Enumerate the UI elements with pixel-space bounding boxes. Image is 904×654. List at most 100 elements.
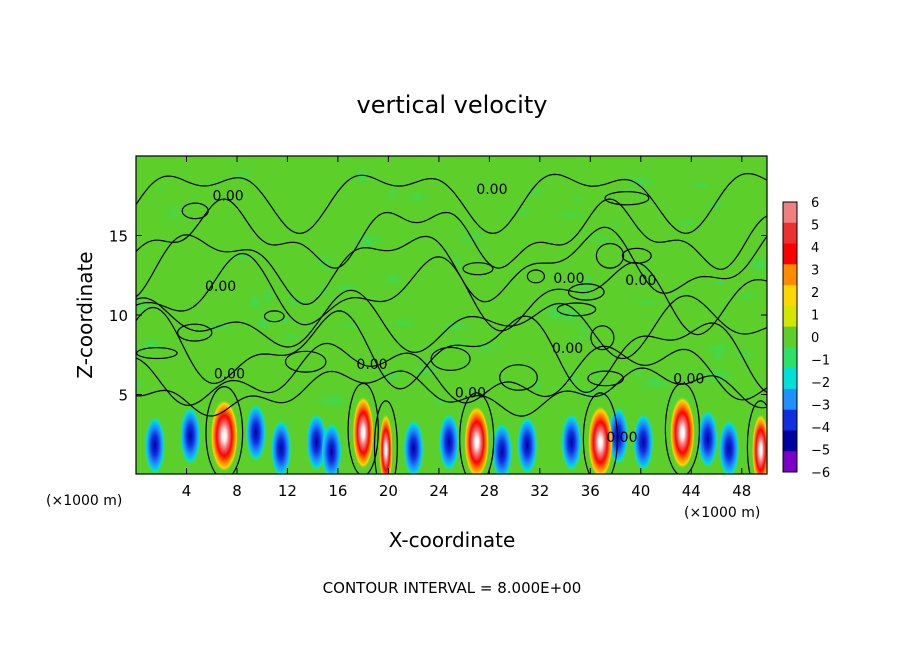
field-texture — [464, 338, 511, 357]
downdraft-blob — [633, 413, 654, 471]
colorbar-label: −6 — [811, 466, 830, 481]
y-tick-label: 15 — [109, 228, 128, 246]
field-texture — [668, 214, 707, 233]
updraft-cell — [379, 413, 393, 474]
colorbar-label: 2 — [811, 286, 819, 301]
contour-label: 0.00 — [625, 273, 656, 289]
downdraft-blob — [403, 420, 424, 474]
field-texture — [269, 313, 300, 326]
contour-label: 0.00 — [552, 341, 583, 357]
field-texture — [228, 248, 253, 265]
contour-loop — [604, 190, 650, 206]
contour-labels: 0.00 0.00 0.00 0.00 0.00 0.00 0.00 0.00 0.00 0.00… — [205, 182, 704, 446]
x-unit-label-left: (×1000 m) — [46, 493, 122, 509]
contour-line — [136, 198, 767, 270]
contour-line — [136, 252, 767, 336]
contour-line — [136, 342, 767, 406]
x-tick-label: 28 — [480, 482, 499, 500]
downdraft-blob — [321, 423, 342, 474]
contour-loop — [595, 242, 625, 269]
field-texture — [536, 299, 576, 326]
colorbar-swatch — [783, 222, 797, 245]
colorbar-swatch — [783, 409, 797, 431]
cell-contour — [459, 392, 495, 474]
y-tick-label: 10 — [109, 307, 128, 325]
contour-label: 0.00 — [476, 182, 507, 198]
downdraft-blob — [719, 420, 740, 474]
colorbar-label: 0 — [811, 331, 819, 346]
colorbar-label: −3 — [811, 399, 830, 414]
field-texture — [382, 314, 424, 332]
field-texture — [399, 187, 437, 207]
field-texture — [430, 393, 449, 412]
colorbar-swatch — [783, 347, 797, 369]
field-texture — [587, 366, 606, 382]
cell-contour — [205, 386, 244, 474]
x-axis-label: X-coordinate — [389, 528, 516, 552]
x-tick-label: 12 — [278, 482, 297, 500]
contour-loop — [567, 283, 605, 301]
colorbar-swatch — [783, 388, 797, 411]
updraft-cell — [587, 405, 613, 474]
downdraft-blob — [491, 423, 513, 474]
field-texture — [348, 228, 386, 255]
field-texture — [519, 181, 551, 203]
colorbar-label: −5 — [811, 444, 830, 459]
x-tick-label: 20 — [379, 482, 398, 500]
y-tick-label: 5 — [118, 387, 128, 405]
contour-label: 0.00 — [553, 271, 584, 287]
colorbar-label: 4 — [811, 241, 819, 256]
field-texture — [608, 217, 625, 232]
colorbar-label: 5 — [811, 219, 819, 234]
field-texture — [561, 332, 597, 344]
colorbar: 6 5 4 3 2 1 0 −1 −2 −3 −4 −5 −6 — [782, 196, 830, 481]
field-texture — [270, 327, 315, 346]
contour-line — [136, 226, 767, 306]
colorbar-swatch — [783, 430, 797, 452]
field-texture — [707, 156, 728, 165]
y-axis-label: Z-coordinate — [73, 251, 97, 378]
x-tick-label: 44 — [682, 482, 701, 500]
x-tick-label: 4 — [182, 482, 192, 500]
cell-contour — [746, 400, 767, 474]
contour-label: 0.00 — [606, 430, 637, 446]
contour-line — [136, 172, 767, 235]
x-axis-ticks: 4 8 12 16 20 24 28 32 36 40 44 48 — [182, 156, 751, 500]
field-texture — [150, 183, 169, 196]
downdraft-blob — [697, 410, 718, 468]
contour-lines — [136, 172, 767, 474]
x-tick-label: 16 — [328, 482, 347, 500]
field-texture — [136, 156, 154, 164]
x-tick-label: 36 — [581, 482, 600, 500]
plot-area: 0.00 0.00 0.00 0.00 0.00 0.00 0.00 0.00 0.00 0.00… — [109, 155, 768, 500]
colorbar-label: −1 — [811, 354, 830, 369]
contour-line — [136, 367, 767, 417]
x-tick-label: 40 — [631, 482, 650, 500]
colorbar-label: −4 — [811, 421, 830, 436]
contour-loop — [556, 302, 597, 317]
colorbar-swatch — [783, 326, 797, 348]
updraft-cell — [352, 396, 374, 470]
contour-line — [136, 306, 767, 394]
colorbar-swatch — [783, 264, 797, 286]
field-texture — [567, 188, 588, 210]
field-texture — [374, 367, 409, 385]
contour-label: 0.00 — [356, 357, 387, 373]
updraft-cell — [669, 396, 696, 470]
field-texture — [695, 362, 740, 389]
contour-loop — [284, 350, 327, 373]
x-tick-label: 24 — [429, 482, 448, 500]
contour-loop — [499, 364, 538, 391]
y-axis-ticks: 5 10 15 — [109, 228, 767, 405]
field-texture — [251, 314, 276, 333]
downdraft-blob — [438, 413, 460, 471]
contour-loop — [462, 262, 494, 276]
contour-loop — [181, 202, 209, 220]
colorbar-swatch — [783, 368, 797, 390]
downdraft-blob — [245, 404, 266, 462]
cell-contour — [347, 382, 379, 474]
x-tick-label: 8 — [232, 482, 242, 500]
field-texture — [632, 371, 678, 395]
downdraft-blob — [608, 407, 629, 465]
